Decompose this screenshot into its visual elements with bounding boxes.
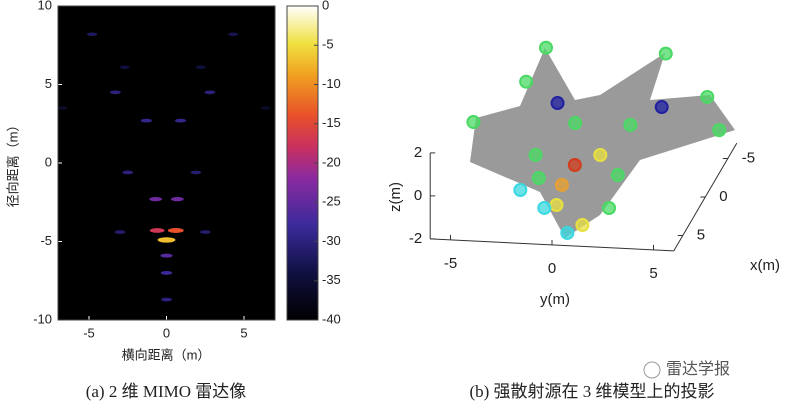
watermark-icon bbox=[643, 361, 661, 379]
scatter-spot bbox=[119, 65, 130, 69]
x-tick-label: -5 bbox=[83, 325, 95, 340]
scatter-spot bbox=[170, 197, 184, 202]
scatter-spot bbox=[174, 118, 187, 123]
scatter-point bbox=[568, 116, 583, 131]
scatter-spot bbox=[228, 32, 239, 37]
colorbar-tick-label: -15 bbox=[322, 115, 341, 130]
scatter-point bbox=[528, 147, 543, 162]
colorbar-tick-label: -30 bbox=[322, 233, 341, 248]
scatter-point bbox=[531, 171, 546, 186]
scatter-spot bbox=[167, 228, 184, 233]
colorbar-tick-label: 0 bbox=[322, 0, 329, 12]
scatter-spot bbox=[261, 106, 271, 110]
scatter-point bbox=[466, 114, 481, 129]
scatter-point bbox=[537, 200, 552, 215]
scatter-spot bbox=[199, 230, 211, 234]
scatter-point bbox=[712, 123, 727, 138]
scatter-point bbox=[549, 198, 564, 213]
colorbar-tick-label: -10 bbox=[322, 76, 341, 91]
scatter-spot bbox=[149, 197, 163, 202]
scatter-spot bbox=[160, 270, 173, 275]
y-tick-label: 0 bbox=[45, 154, 52, 169]
caption: (b) 强散射源在 3 维模型上的投影 bbox=[469, 382, 714, 401]
y-tick-label: -5 bbox=[40, 233, 52, 248]
colorbar-tick-label: -5 bbox=[322, 37, 334, 52]
x-tick-label: 5 bbox=[240, 325, 247, 340]
z-tick-label: 0 bbox=[414, 187, 422, 204]
scatter-spot bbox=[195, 65, 206, 69]
x-tick-label: 0 bbox=[163, 325, 170, 340]
scatter-point bbox=[623, 117, 638, 132]
y3d-axis-label: y(m) bbox=[540, 291, 570, 308]
y-tick-label: 5 bbox=[649, 265, 657, 282]
scatter-point bbox=[560, 225, 575, 240]
scatter-spot bbox=[157, 237, 176, 243]
scatter-spot bbox=[160, 253, 173, 258]
scatter-point bbox=[513, 182, 528, 197]
scatter-spot bbox=[204, 90, 216, 95]
z-tick-label: 2 bbox=[414, 144, 422, 161]
watermark: 雷达学报 bbox=[666, 360, 730, 378]
scatter-spot bbox=[58, 106, 68, 110]
y-tick-label: -10 bbox=[33, 311, 52, 326]
colorbar-tick-label: -20 bbox=[322, 154, 341, 169]
scatter-point bbox=[554, 177, 569, 192]
z-tick-label: -2 bbox=[409, 230, 422, 247]
scatter-point bbox=[593, 148, 608, 163]
caption: (a) 2 维 MIMO 雷达像 bbox=[86, 382, 247, 401]
y-tick-label: 5 bbox=[45, 76, 52, 91]
scatter-spot bbox=[109, 90, 121, 95]
y-tick-label: -5 bbox=[444, 255, 457, 272]
colorbar-tick-label: -40 bbox=[322, 311, 341, 326]
scatter-point bbox=[700, 89, 715, 104]
x3d-axis-label: x(m) bbox=[750, 257, 780, 274]
scatter-spot bbox=[190, 170, 202, 175]
scatter-spot bbox=[149, 228, 165, 233]
colorbar bbox=[286, 5, 319, 321]
scatter-spot bbox=[114, 230, 126, 234]
scatter-point bbox=[550, 96, 565, 111]
x-tick-label: -5 bbox=[742, 149, 755, 166]
scatter-point bbox=[567, 158, 582, 172]
x-tick-label: 0 bbox=[719, 188, 727, 205]
scatter-spot bbox=[86, 32, 98, 37]
scatter-point bbox=[538, 40, 553, 55]
y-axis-label: 径向距离（m） bbox=[5, 119, 20, 208]
colorbar-tick-label: -35 bbox=[322, 272, 341, 287]
scatter-spot bbox=[122, 170, 134, 175]
y-tick-label: 10 bbox=[38, 0, 52, 12]
aircraft-model bbox=[470, 48, 735, 238]
scatter-spot bbox=[161, 297, 172, 302]
plot-frame bbox=[57, 5, 276, 321]
scatter-point bbox=[610, 168, 625, 183]
scatter-point bbox=[602, 200, 617, 215]
scatter-point bbox=[658, 46, 673, 61]
colorbar-tick-label: -25 bbox=[322, 194, 341, 209]
y-tick-label: 0 bbox=[548, 260, 556, 277]
scatter-point bbox=[575, 218, 590, 233]
x-tick-label: 5 bbox=[697, 226, 705, 243]
scatter-spot bbox=[140, 118, 153, 123]
z3d-axis-label: z(m) bbox=[387, 182, 404, 212]
scatter-point bbox=[654, 100, 669, 115]
image-background bbox=[58, 6, 275, 320]
scatter-point bbox=[519, 74, 534, 89]
x-axis-label: 横向距离（m） bbox=[122, 347, 211, 362]
